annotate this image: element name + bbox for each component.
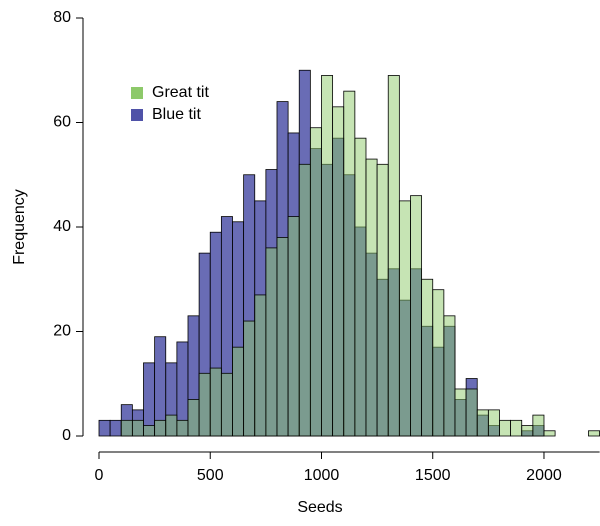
bar [521, 425, 534, 437]
bar [532, 414, 545, 437]
bar [332, 106, 345, 437]
bar [287, 216, 300, 437]
y-axis-title: Frequency [11, 189, 28, 265]
legend-swatch [131, 109, 143, 121]
x-tick-label: 2000 [526, 467, 562, 484]
bar [454, 388, 467, 437]
bar [198, 372, 211, 437]
bar [499, 419, 512, 437]
bar [398, 200, 411, 437]
x-tick-label: 0 [95, 467, 104, 484]
y-tick-label: 40 [53, 218, 71, 235]
bar [243, 320, 256, 437]
bar [254, 294, 267, 437]
x-tick-label: 1500 [415, 467, 451, 484]
x-axis-title: Seeds [297, 499, 342, 516]
bar [510, 419, 523, 437]
bar [154, 419, 167, 437]
legend-swatch [131, 87, 143, 99]
bar [365, 158, 378, 437]
bar [109, 419, 122, 437]
bar [421, 278, 434, 437]
bar [143, 425, 156, 437]
y-tick-label: 0 [62, 427, 71, 444]
bar [265, 247, 278, 437]
bar [321, 75, 334, 437]
bar [376, 163, 389, 437]
legend-label: Blue tit [152, 106, 201, 123]
bar [476, 409, 489, 437]
x-tick-label: 500 [197, 467, 224, 484]
bar [588, 430, 600, 437]
bar [176, 419, 189, 437]
bar [343, 90, 356, 437]
bar [432, 289, 445, 437]
y-tick-label: 80 [53, 9, 71, 26]
legend-label: Great tit [152, 84, 209, 101]
bar [443, 315, 456, 437]
bar [209, 367, 222, 437]
x-tick-label: 1000 [304, 467, 340, 484]
bar [298, 163, 311, 437]
y-tick-label: 20 [53, 323, 71, 340]
bar [309, 127, 322, 437]
bar [487, 409, 500, 437]
y-tick-label: 60 [53, 114, 71, 131]
bar [232, 346, 245, 437]
bar [143, 362, 156, 437]
bar [220, 372, 233, 437]
bar [276, 237, 289, 437]
bar [543, 430, 556, 437]
bar [165, 414, 178, 437]
bar [120, 419, 133, 437]
bar [387, 75, 400, 437]
bar [131, 419, 144, 437]
bar [187, 399, 200, 437]
bar [98, 419, 111, 437]
bar [410, 195, 423, 437]
bar [465, 388, 478, 437]
bar [354, 137, 367, 437]
